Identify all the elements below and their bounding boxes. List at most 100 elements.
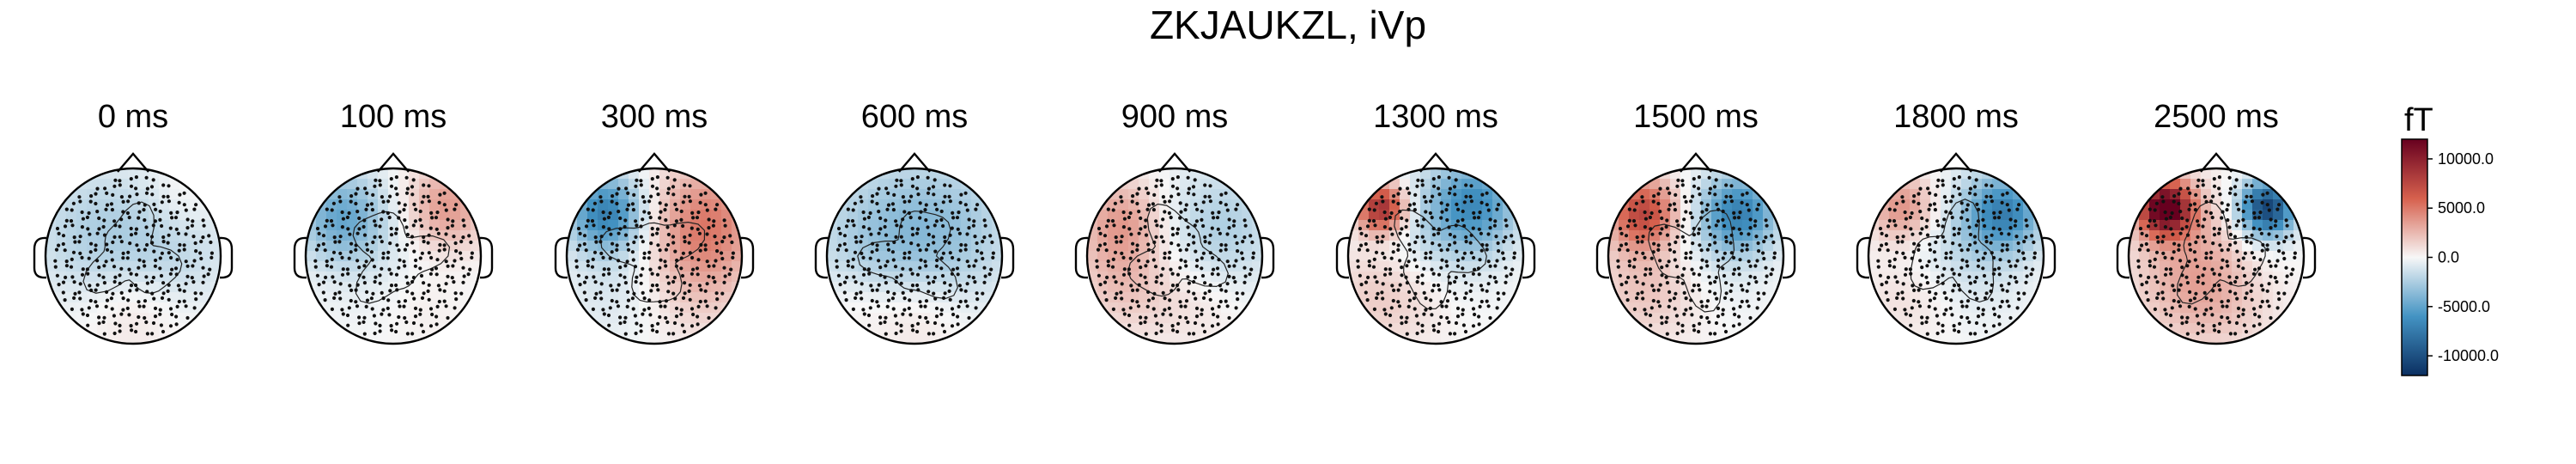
sensor-dot xyxy=(956,314,960,319)
sensor-dot xyxy=(926,175,930,180)
sensor-dot xyxy=(658,266,662,270)
sensor-dot xyxy=(185,226,190,230)
sensor-dot xyxy=(909,194,914,198)
sensor-dot xyxy=(1941,281,1945,285)
sensor-dot xyxy=(1705,264,1710,268)
sensor-dot xyxy=(1212,267,1216,272)
sensor-dot xyxy=(1991,324,1996,328)
sensor-dot xyxy=(2210,267,2215,272)
sensor-dot xyxy=(2276,291,2281,296)
sensor-dot xyxy=(688,297,692,302)
sensor-dot xyxy=(2195,314,2199,318)
sensor-dot xyxy=(1636,291,1640,296)
sensor-dot xyxy=(1461,312,1465,316)
sensor-dot xyxy=(1194,314,1200,319)
sensor-dot xyxy=(1920,216,1924,221)
sensor-dot xyxy=(1413,208,1417,212)
sensor-dot xyxy=(934,306,939,310)
sensor-dot xyxy=(1431,284,1437,288)
sensor-dot xyxy=(118,329,122,333)
sensor-dot xyxy=(1163,256,1167,260)
sensor-dot xyxy=(470,255,474,259)
sensor-dot xyxy=(1733,216,1737,220)
sensor-dot xyxy=(2204,296,2208,301)
sensor-dot xyxy=(137,266,141,270)
sensor-dot xyxy=(1984,194,1989,198)
sensor-dot xyxy=(1974,223,1978,228)
sensor-dot xyxy=(584,298,588,302)
sensor-dot xyxy=(1941,183,1945,187)
sensor-dot xyxy=(1999,231,2003,235)
sensor-dot xyxy=(1437,231,1441,235)
sensor-dot xyxy=(2185,281,2190,285)
sensor-dot xyxy=(2005,243,2009,247)
sensor-dot xyxy=(967,274,971,278)
sensor-dot xyxy=(714,207,718,211)
sensor-dot xyxy=(965,208,969,212)
sensor-dot xyxy=(137,201,141,205)
sensor-dot xyxy=(2245,235,2249,240)
sensor-dot xyxy=(395,192,399,197)
sensor-dot xyxy=(1225,259,1230,264)
sensor-dot xyxy=(182,247,186,252)
sensor-dot xyxy=(2007,232,2011,236)
sensor-dot xyxy=(1480,192,1485,197)
sensor-dot xyxy=(1240,251,1244,255)
sensor-dot xyxy=(959,288,963,292)
sensor-dot xyxy=(1400,315,1404,320)
sensor-dot xyxy=(1690,216,1694,220)
sensor-dot xyxy=(2169,323,2173,327)
sensor-dot xyxy=(606,313,611,318)
sensor-dot xyxy=(170,312,174,317)
sensor-dot xyxy=(346,323,350,327)
sensor-dot xyxy=(2144,290,2148,295)
sensor-dot xyxy=(1129,232,1133,236)
sensor-dot xyxy=(1697,272,1702,277)
sensor-dot xyxy=(957,284,962,288)
sensor-dot xyxy=(1365,298,1370,302)
sensor-dot xyxy=(1975,296,1979,301)
sensor-dot xyxy=(414,207,418,211)
sensor-dot xyxy=(1127,215,1131,220)
sensor-dot xyxy=(1704,259,1709,264)
sensor-dot xyxy=(61,234,66,238)
contour-line xyxy=(599,221,706,303)
sensor-dot xyxy=(908,250,912,254)
panel-title: 600 ms xyxy=(861,99,969,135)
sensor-dot xyxy=(987,272,992,277)
sensor-dot xyxy=(705,304,709,308)
sensor-dot xyxy=(1130,250,1134,254)
sensor-dot xyxy=(2269,315,2273,321)
sensor-dot xyxy=(853,201,858,205)
sensor-dot xyxy=(461,218,465,223)
sensor-dot xyxy=(1512,255,1516,259)
sensor-dot xyxy=(176,284,180,288)
sensor-dot xyxy=(1176,329,1180,334)
sensor-dot xyxy=(2148,264,2152,268)
sensor-dot xyxy=(1454,178,1458,182)
sensor-dot xyxy=(1464,240,1468,244)
sensor-dot xyxy=(1928,191,1932,195)
sensor-dot xyxy=(635,321,639,326)
sensor-dot xyxy=(2144,241,2148,247)
sensor-dot xyxy=(1664,224,1668,229)
sensor-dot xyxy=(2220,248,2224,253)
sensor-dot xyxy=(166,241,170,245)
sensor-dot xyxy=(2138,273,2142,278)
sensor-dot xyxy=(1990,297,1994,302)
sensor-dot xyxy=(177,299,181,304)
sensor-dot xyxy=(125,256,130,260)
sensor-dot xyxy=(160,296,165,300)
sensor-dot xyxy=(1151,307,1156,311)
sensor-dot xyxy=(314,247,319,252)
sensor-dot xyxy=(1112,275,1116,279)
sensor-dot xyxy=(1721,308,1725,312)
sensor-dot xyxy=(1952,177,1956,181)
sensor-dot xyxy=(313,259,318,263)
sensor-dot xyxy=(1183,208,1188,212)
sensor-dot xyxy=(2221,258,2225,262)
sensor-dot xyxy=(649,241,653,246)
sensor-dot xyxy=(2163,225,2167,229)
sensor-dot xyxy=(2017,297,2021,302)
sensor-dot xyxy=(1170,272,1175,276)
